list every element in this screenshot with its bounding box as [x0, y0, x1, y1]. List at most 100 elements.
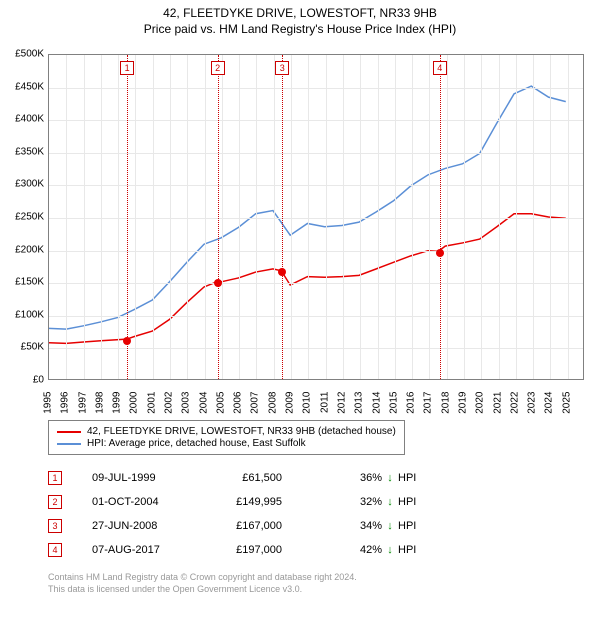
chart-titles: 42, FLEETDYKE DRIVE, LOWESTOFT, NR33 9HB…: [0, 0, 600, 36]
tx-date: 01-OCT-2004: [92, 496, 222, 508]
chart-lines-svg: [49, 55, 583, 379]
x-tick-label: 2015: [388, 392, 399, 432]
y-tick-label: £50K: [4, 342, 44, 353]
footer-attribution: Contains HM Land Registry data © Crown c…: [48, 572, 357, 595]
x-tick-label: 2009: [285, 392, 296, 432]
gridline-v: [84, 55, 85, 379]
transactions-table: 109-JUL-1999£61,50036%↓HPI201-OCT-2004£1…: [48, 466, 428, 562]
gridline-h: [49, 88, 583, 89]
tx-hpi-label: HPI: [398, 544, 428, 556]
gridline-v: [274, 55, 275, 379]
gridline-h: [49, 120, 583, 121]
transaction-row: 109-JUL-1999£61,50036%↓HPI: [48, 466, 428, 490]
x-tick-label: 2016: [406, 392, 417, 432]
title-address: 42, FLEETDYKE DRIVE, LOWESTOFT, NR33 9HB: [0, 6, 600, 20]
gridline-v: [205, 55, 206, 379]
down-arrow-icon: ↓: [382, 496, 398, 508]
y-tick-label: £450K: [4, 81, 44, 92]
gridline-v: [291, 55, 292, 379]
event-marker-box: 1: [120, 61, 134, 75]
gridline-v: [308, 55, 309, 379]
y-tick-label: £500K: [4, 49, 44, 60]
gridline-v: [153, 55, 154, 379]
gridline-v: [326, 55, 327, 379]
tx-date: 07-AUG-2017: [92, 544, 222, 556]
gridline-h: [49, 348, 583, 349]
gridline-h: [49, 251, 583, 252]
tx-date: 27-JUN-2008: [92, 520, 222, 532]
tx-hpi-label: HPI: [398, 472, 428, 484]
gridline-h: [49, 283, 583, 284]
price-marker: [214, 279, 222, 287]
footer-line2: This data is licensed under the Open Gov…: [48, 584, 357, 596]
gridline-v: [170, 55, 171, 379]
x-tick-label: 2008: [267, 392, 278, 432]
tx-index-box: 2: [48, 495, 62, 509]
gridline-h: [49, 185, 583, 186]
gridline-v: [66, 55, 67, 379]
x-tick-label: 2002: [164, 392, 175, 432]
x-tick-label: 2014: [371, 392, 382, 432]
tx-date: 09-JUL-1999: [92, 472, 222, 484]
event-marker-box: 2: [211, 61, 225, 75]
gridline-v: [135, 55, 136, 379]
gridline-h: [49, 316, 583, 317]
x-tick-label: 2025: [561, 392, 572, 432]
gridline-v: [481, 55, 482, 379]
x-tick-label: 1999: [112, 392, 123, 432]
down-arrow-icon: ↓: [382, 544, 398, 556]
tx-percent: 42%: [322, 544, 382, 556]
gridline-v: [395, 55, 396, 379]
gridline-h: [49, 218, 583, 219]
gridline-v: [447, 55, 448, 379]
tx-percent: 34%: [322, 520, 382, 532]
legend-item-hpi: HPI: Average price, detached house, East…: [57, 438, 396, 449]
event-line: [440, 55, 441, 379]
gridline-v: [360, 55, 361, 379]
x-tick-label: 2020: [475, 392, 486, 432]
tx-price: £197,000: [222, 544, 322, 556]
gridline-v: [222, 55, 223, 379]
y-tick-label: £250K: [4, 212, 44, 223]
gridline-v: [464, 55, 465, 379]
y-tick-label: £400K: [4, 114, 44, 125]
x-tick-label: 1997: [77, 392, 88, 432]
x-tick-label: 2006: [233, 392, 244, 432]
down-arrow-icon: ↓: [382, 472, 398, 484]
y-tick-label: £200K: [4, 244, 44, 255]
x-tick-label: 1996: [60, 392, 71, 432]
tx-index-box: 4: [48, 543, 62, 557]
tx-price: £167,000: [222, 520, 322, 532]
transaction-row: 4 07-AUG-2017£197,00042%↓HPI: [48, 538, 428, 562]
x-tick-label: 2004: [198, 392, 209, 432]
footer-line1: Contains HM Land Registry data © Crown c…: [48, 572, 357, 584]
price-marker: [436, 249, 444, 257]
x-tick-label: 2024: [544, 392, 555, 432]
tx-hpi-label: HPI: [398, 520, 428, 532]
y-tick-label: £100K: [4, 309, 44, 320]
event-marker-box: 3: [275, 61, 289, 75]
x-tick-label: 2007: [250, 392, 261, 432]
gridline-v: [568, 55, 569, 379]
x-tick-label: 2011: [319, 392, 330, 432]
y-tick-label: £0: [4, 375, 44, 386]
gridline-v: [256, 55, 257, 379]
x-tick-label: 2022: [509, 392, 520, 432]
x-tick-label: 1995: [43, 392, 54, 432]
transaction-row: 327-JUN-2008£167,00034%↓HPI: [48, 514, 428, 538]
gridline-v: [118, 55, 119, 379]
tx-percent: 32%: [322, 496, 382, 508]
gridline-v: [187, 55, 188, 379]
gridline-v: [550, 55, 551, 379]
x-tick-label: 2005: [215, 392, 226, 432]
title-subtitle: Price paid vs. HM Land Registry's House …: [0, 22, 600, 36]
x-tick-label: 2021: [492, 392, 503, 432]
tx-price: £61,500: [222, 472, 322, 484]
legend-swatch-hpi: [57, 443, 81, 445]
gridline-v: [101, 55, 102, 379]
x-tick-label: 2012: [336, 392, 347, 432]
legend-label-hpi: HPI: Average price, detached house, East…: [87, 438, 306, 449]
gridline-v: [378, 55, 379, 379]
price-marker: [278, 268, 286, 276]
gridline-v: [343, 55, 344, 379]
